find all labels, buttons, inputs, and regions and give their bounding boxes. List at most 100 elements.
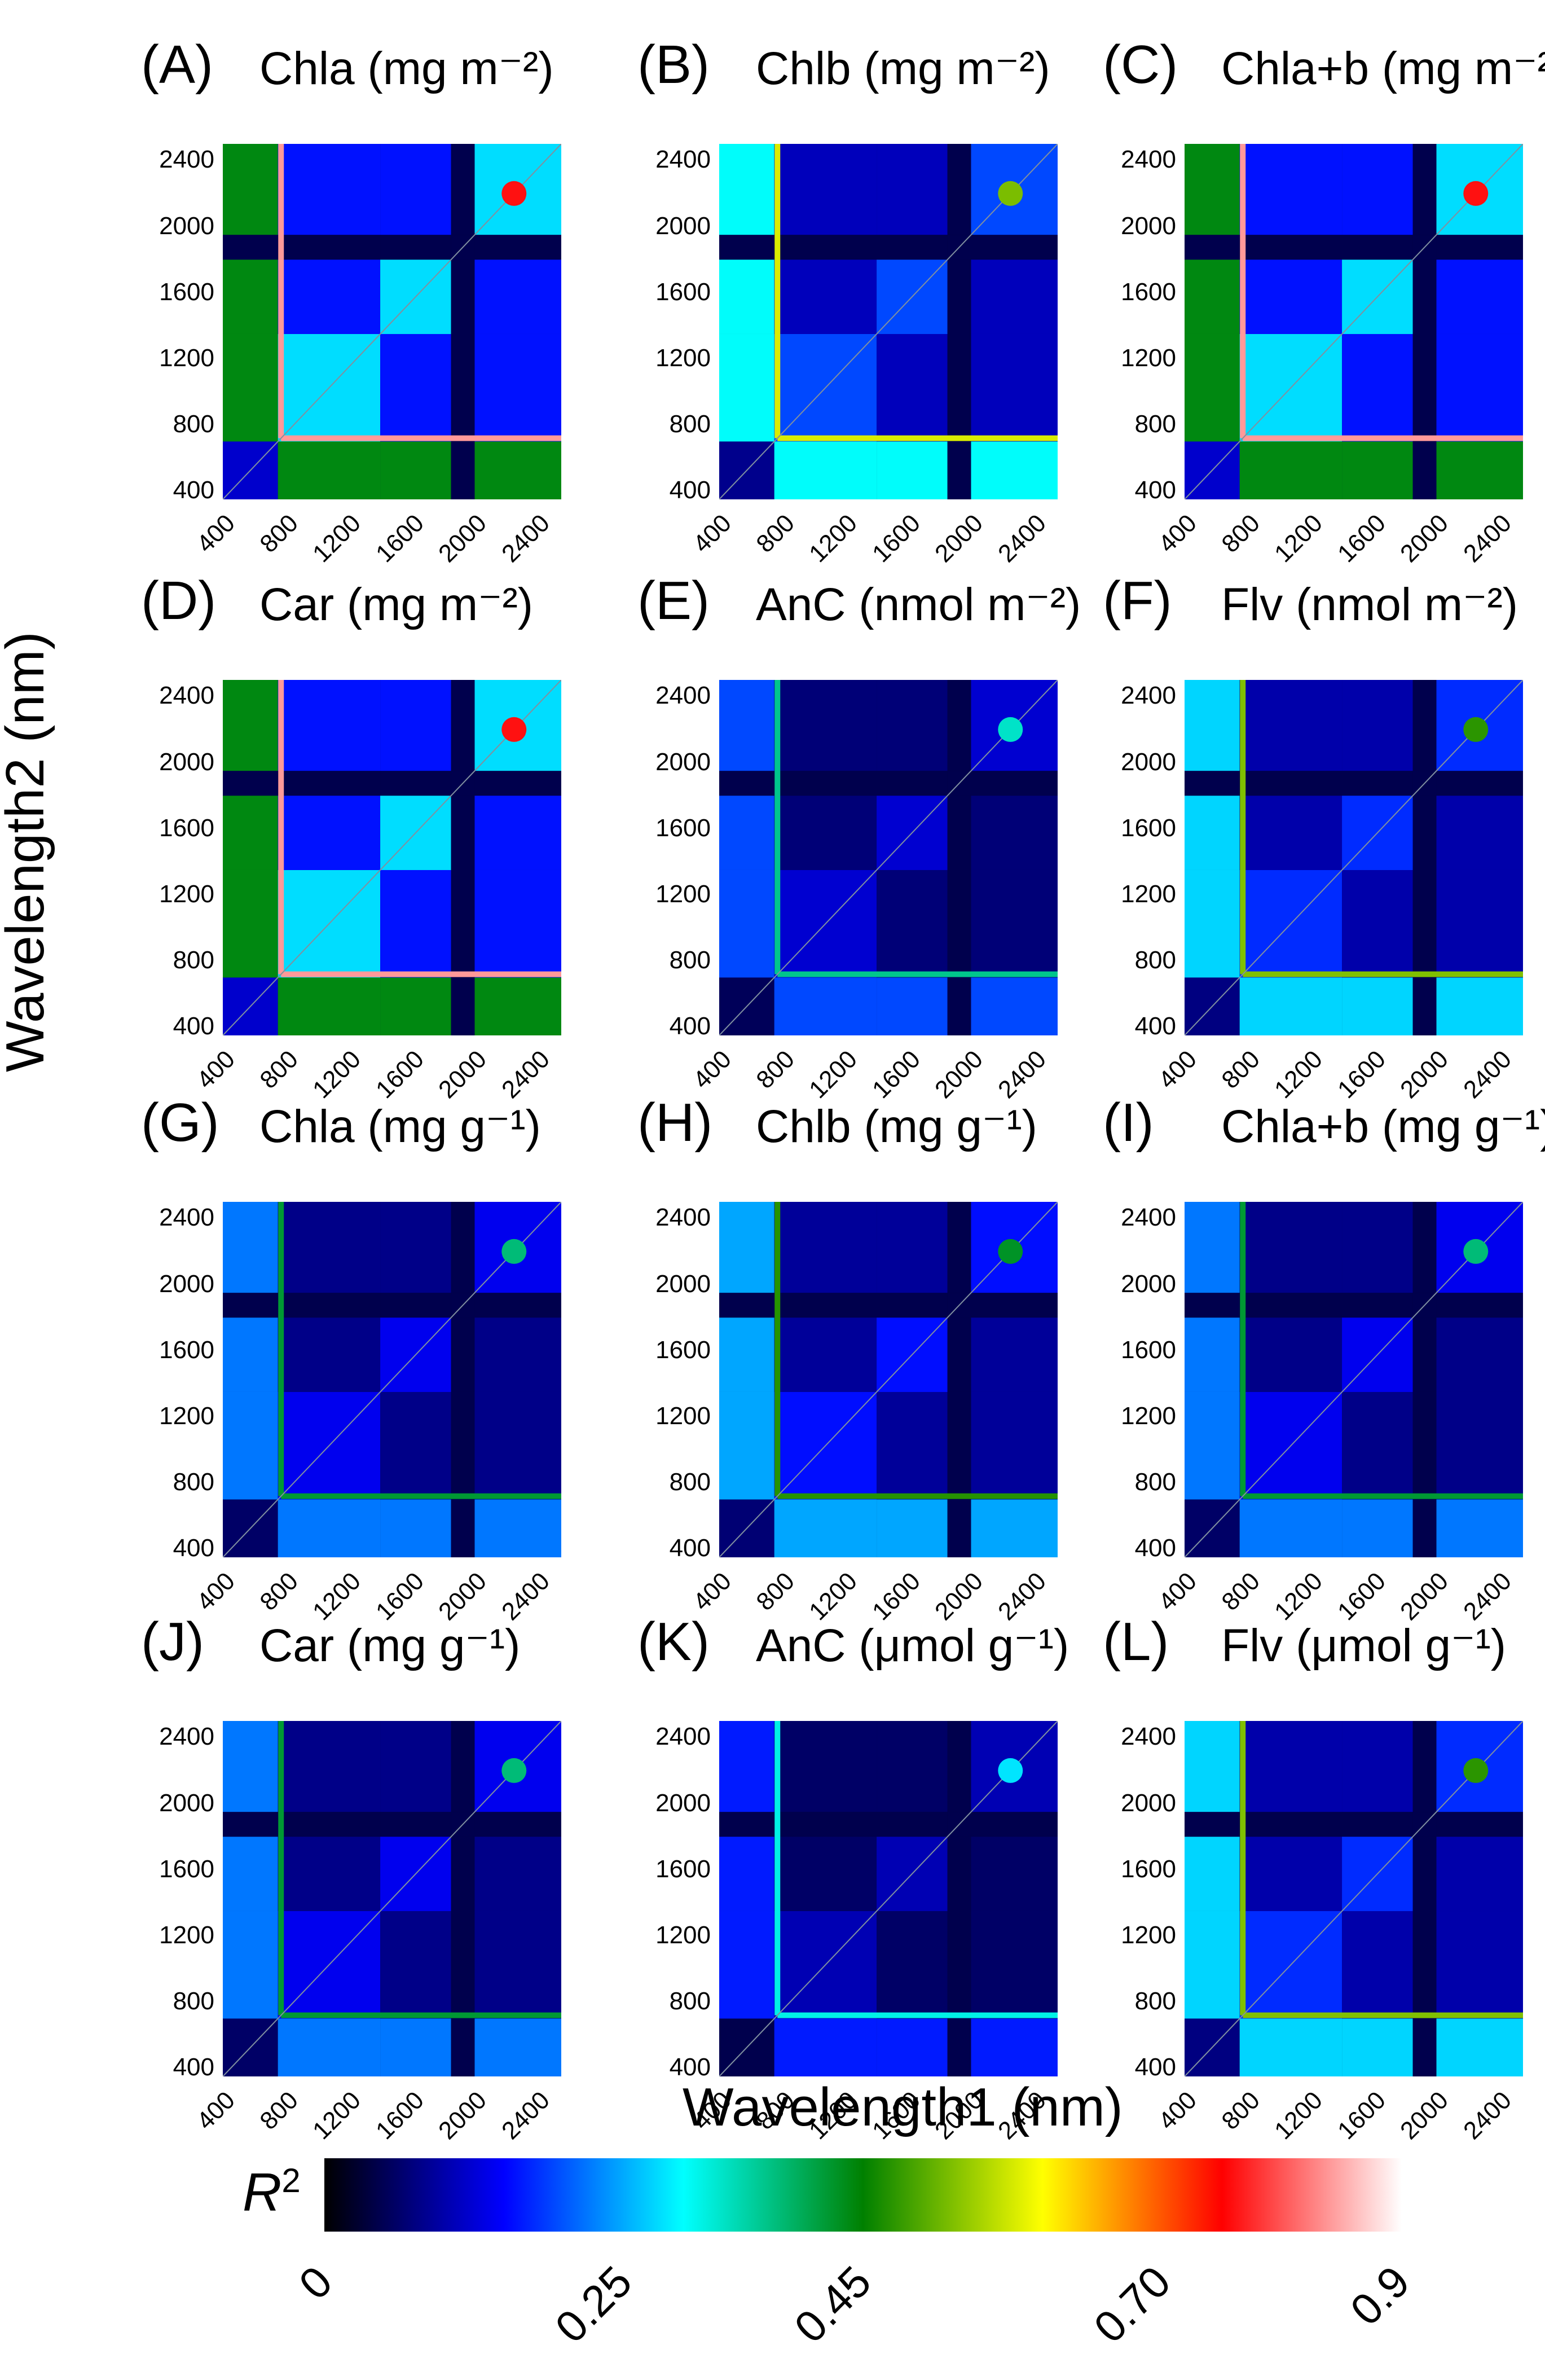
heatmap-svg — [719, 144, 1058, 499]
panel-g: (G) Chla (mg g⁻¹) 2400 2000 1600 1200 800 400 40… — [141, 1092, 581, 1628]
heatmap-block — [877, 2018, 948, 2076]
heatmap-block — [223, 771, 278, 796]
y-tick-label: 800 — [1134, 946, 1176, 974]
heatmap-block — [719, 1318, 774, 1392]
y-tick-label: 1600 — [1121, 278, 1176, 306]
heatmap-block — [223, 235, 278, 260]
panel-title: Chla+b (mg g⁻¹) — [1221, 1101, 1545, 1152]
heatmap-block — [278, 1202, 381, 1293]
heatmap-block — [223, 260, 278, 334]
heatmap-block — [380, 1391, 451, 1500]
heatmap-block — [1412, 1318, 1437, 1392]
diagonal-line — [1185, 1202, 1523, 1557]
diagonal-line — [1185, 680, 1523, 1035]
heatmap-block — [1185, 796, 1240, 870]
y-tick-label: 2400 — [159, 146, 214, 174]
heatmap-block — [278, 144, 381, 235]
heatmap-block — [1436, 796, 1523, 870]
heatmap-block — [474, 2018, 561, 2076]
panel-h: (H) Chlb (mg g⁻¹) 2400 2000 1600 1200 800 400 40… — [637, 1092, 1077, 1628]
heatmap-block — [719, 680, 774, 771]
y-tick-label: 1200 — [1121, 1921, 1176, 1949]
heatmap-block — [774, 977, 877, 1035]
y-tick-label: 1200 — [1121, 1402, 1176, 1430]
panel-letter: (J) — [141, 1611, 204, 1672]
heatmap-block — [1239, 235, 1342, 260]
hotspot — [998, 717, 1023, 742]
panel-title: Chla (mg g⁻¹) — [259, 1101, 541, 1152]
heatmap-block — [380, 1202, 451, 1293]
heatmap-block — [1342, 680, 1413, 771]
heatmap-block — [1185, 144, 1240, 235]
heatmap-block — [719, 1202, 774, 1293]
heatmap-block — [474, 977, 561, 1035]
panel-l: (L) Flv (μmol g⁻¹) 2400 2000 1600 1200 800 400 4… — [1103, 1611, 1543, 2147]
panel-title: Chla+b (mg m⁻²) — [1221, 43, 1545, 94]
heatmap-block — [877, 1911, 948, 2019]
heatmap-block — [474, 771, 561, 796]
y-tick-label: 2000 — [655, 1270, 711, 1298]
heatmap-block — [971, 333, 1058, 442]
heatmap-block — [947, 1911, 971, 2019]
y-tick-label: 400 — [1134, 476, 1176, 504]
y-tick-label: 1600 — [1121, 814, 1176, 842]
y-tick-label: 400 — [173, 2053, 214, 2082]
panel-title: Car (mg g⁻¹) — [259, 1620, 521, 1671]
heatmap-block — [1436, 1293, 1523, 1318]
heatmap-svg — [1185, 1202, 1523, 1557]
y-tick-label: 2400 — [655, 682, 711, 710]
y-tick-label: 1600 — [159, 1336, 214, 1364]
heatmap-block — [1436, 2018, 1523, 2076]
heatmap-block — [474, 1837, 561, 1911]
panel-c: (C) Chla+b (mg m⁻²) 2400 2000 1600 1200 800 400… — [1103, 34, 1545, 570]
heatmap-block — [971, 1911, 1058, 2019]
heatmap-block — [877, 1202, 948, 1293]
panel-letter: (G) — [141, 1092, 219, 1153]
panel-title: Flv (μmol g⁻¹) — [1221, 1620, 1507, 1671]
x-tick-label: 1600 — [370, 2086, 429, 2145]
heatmap-block — [1412, 977, 1437, 1035]
heatmap-block — [474, 870, 561, 978]
heatmap-block — [451, 1318, 475, 1392]
diagonal-line — [1185, 1721, 1523, 2076]
y-tick-label: 1200 — [159, 1402, 214, 1430]
r2-heatmap — [719, 680, 1058, 1035]
heatmap-block — [1239, 1202, 1342, 1293]
y-tick-label: 1600 — [655, 814, 711, 842]
r2-heatmap — [1185, 1202, 1523, 1557]
heatmap-block — [774, 680, 877, 771]
heatmap-block — [1436, 235, 1523, 260]
y-tick-label: 800 — [173, 1987, 214, 2015]
heatmap-block — [1412, 2018, 1437, 2076]
heatmap-block — [719, 235, 774, 260]
heatmap-block — [774, 2018, 877, 2076]
r2-heatmap — [223, 144, 561, 499]
heatmap-block — [774, 1202, 877, 1293]
y-tick-label: 2000 — [159, 748, 214, 776]
panel-letter: (A) — [141, 34, 213, 95]
heatmap-block — [380, 1499, 451, 1557]
hotspot — [1463, 1239, 1489, 1264]
x-tick-label: 2000 — [1395, 2086, 1454, 2145]
panel-title: Chla (mg m⁻²) — [259, 43, 554, 94]
x-tick-label: 2400 — [496, 2086, 556, 2145]
x-tick-label: 2000 — [433, 2086, 492, 2145]
x-tick-label: 400 — [191, 2086, 240, 2135]
heatmap-block — [971, 796, 1058, 870]
panel-f: (F) Flv (nmol m⁻²) 2400 2000 1600 1200 800 400 4… — [1103, 570, 1543, 1106]
colorbar-title-sup: 2 — [281, 2162, 301, 2199]
heatmap-block — [877, 333, 948, 442]
heatmap-block — [877, 870, 948, 978]
heatmap-block — [1412, 1391, 1437, 1500]
heatmap-block — [380, 441, 451, 499]
heatmap-block — [1342, 1202, 1413, 1293]
y-tick-label: 2000 — [655, 212, 711, 240]
heatmap-block — [947, 870, 971, 978]
hotspot — [998, 1239, 1023, 1264]
heatmap-block — [774, 1499, 877, 1557]
heatmap-svg — [719, 1721, 1058, 2076]
colorbar-title: R2 — [243, 2161, 301, 2224]
heatmap-svg — [223, 680, 561, 1035]
heatmap-block — [451, 977, 475, 1035]
heatmap-block — [719, 870, 774, 978]
